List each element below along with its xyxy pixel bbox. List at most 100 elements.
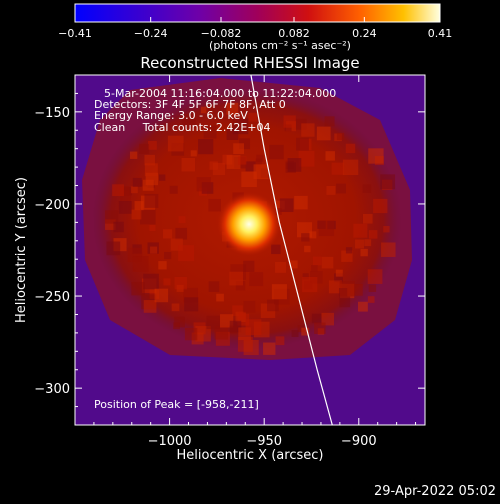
- texture-cell: [206, 315, 220, 330]
- texture-cell: [301, 123, 315, 137]
- image-area: [75, 75, 425, 425]
- texture-cell: [267, 299, 279, 312]
- texture-cell: [296, 137, 309, 151]
- texture-cell: [325, 151, 335, 161]
- texture-cell: [164, 251, 172, 260]
- colorbar-tick-label: −0.082: [201, 27, 242, 40]
- texture-cell: [321, 312, 335, 326]
- y-tick-label: −250: [34, 290, 70, 305]
- texture-cell: [171, 303, 180, 312]
- texture-cell: [132, 177, 142, 187]
- texture-cell: [178, 245, 195, 262]
- texture-cell: [118, 201, 132, 214]
- texture-cell: [169, 185, 178, 194]
- texture-cell: [345, 247, 353, 254]
- colorbar-tick-label: 0.24: [352, 27, 377, 40]
- texture-cell: [368, 148, 384, 164]
- emission-texture: [105, 100, 396, 356]
- texture-cell: [334, 273, 343, 283]
- x-tick-label: −1000: [148, 434, 192, 449]
- texture-cell: [214, 325, 229, 340]
- texture-cell: [249, 272, 264, 287]
- texture-cell: [239, 138, 251, 150]
- texture-cell: [212, 162, 226, 176]
- x-tick-label: −900: [341, 434, 377, 449]
- texture-cell: [336, 132, 345, 141]
- texture-cell: [195, 326, 211, 342]
- texture-cell: [279, 198, 294, 213]
- texture-cell: [158, 261, 167, 270]
- texture-cell: [119, 186, 130, 196]
- texture-cell: [198, 139, 214, 155]
- texture-cell: [314, 322, 326, 334]
- texture-cell: [132, 256, 149, 272]
- texture-cell: [336, 183, 347, 194]
- texture-cell: [284, 124, 292, 132]
- texture-cell: [373, 198, 388, 214]
- colorbar: [74, 3, 441, 23]
- texture-cell: [144, 193, 159, 208]
- texture-cell: [248, 112, 258, 122]
- texture-cell: [335, 269, 343, 277]
- texture-cell: [283, 115, 296, 128]
- texture-cell: [328, 280, 342, 294]
- annotation-clean-counts: Clean Total counts: 2.42E+04: [94, 121, 271, 134]
- texture-cell: [311, 265, 318, 272]
- texture-cell: [368, 284, 377, 292]
- texture-cell: [245, 161, 256, 172]
- footer-date: 29-Apr-2022 05:02: [374, 484, 496, 499]
- annotation-energy-range: Energy Range: 3.0 - 6.0 keV: [94, 109, 248, 122]
- texture-cell: [154, 288, 169, 303]
- texture-cell: [150, 246, 158, 254]
- y-axis-label: Heliocentric Y (arcsec): [14, 177, 29, 323]
- texture-cell: [208, 281, 220, 292]
- texture-cell: [351, 284, 363, 296]
- texture-cell: [167, 135, 184, 152]
- texture-cell: [208, 198, 221, 212]
- x-tick-label: −950: [246, 434, 282, 449]
- texture-cell: [294, 195, 308, 210]
- texture-cell: [131, 281, 145, 296]
- texture-cell: [181, 157, 196, 172]
- texture-cell: [238, 312, 246, 320]
- texture-cell: [312, 256, 322, 266]
- texture-cell: [243, 260, 255, 272]
- texture-cell: [226, 155, 241, 169]
- texture-cell: [302, 276, 318, 293]
- texture-cell: [291, 330, 299, 337]
- texture-cell: [341, 250, 353, 262]
- texture-cell: [304, 245, 311, 253]
- solar-limb-line: [250, 75, 333, 425]
- texture-cell: [358, 301, 368, 312]
- texture-cell: [190, 150, 197, 157]
- texture-cell: [173, 322, 180, 330]
- texture-cell: [301, 327, 310, 336]
- texture-cell: [174, 316, 185, 328]
- texture-cell: [105, 210, 119, 224]
- texture-cell: [316, 126, 331, 141]
- texture-cell: [175, 227, 188, 240]
- texture-cell: [134, 201, 144, 211]
- texture-cell: [383, 226, 390, 233]
- texture-cell: [130, 186, 138, 194]
- texture-cell: [196, 177, 211, 192]
- texture-cell: [178, 216, 186, 224]
- texture-cell: [245, 319, 262, 336]
- texture-cell: [120, 190, 131, 202]
- peak-emission: [217, 192, 282, 257]
- y-tick-label: −150: [34, 106, 70, 121]
- texture-cell: [113, 221, 124, 233]
- texture-cell: [181, 114, 196, 129]
- texture-cell: [271, 244, 281, 255]
- chart-title: Reconstructed RHESSI Image: [140, 54, 359, 72]
- texture-cell: [380, 174, 396, 190]
- texture-cell: [129, 151, 138, 159]
- texture-cell: [184, 297, 199, 312]
- texture-cell: [142, 179, 154, 191]
- texture-cell: [381, 242, 396, 257]
- texture-cell: [233, 143, 244, 155]
- texture-cell: [339, 296, 351, 308]
- texture-cell: [229, 116, 237, 124]
- texture-cell: [216, 293, 224, 302]
